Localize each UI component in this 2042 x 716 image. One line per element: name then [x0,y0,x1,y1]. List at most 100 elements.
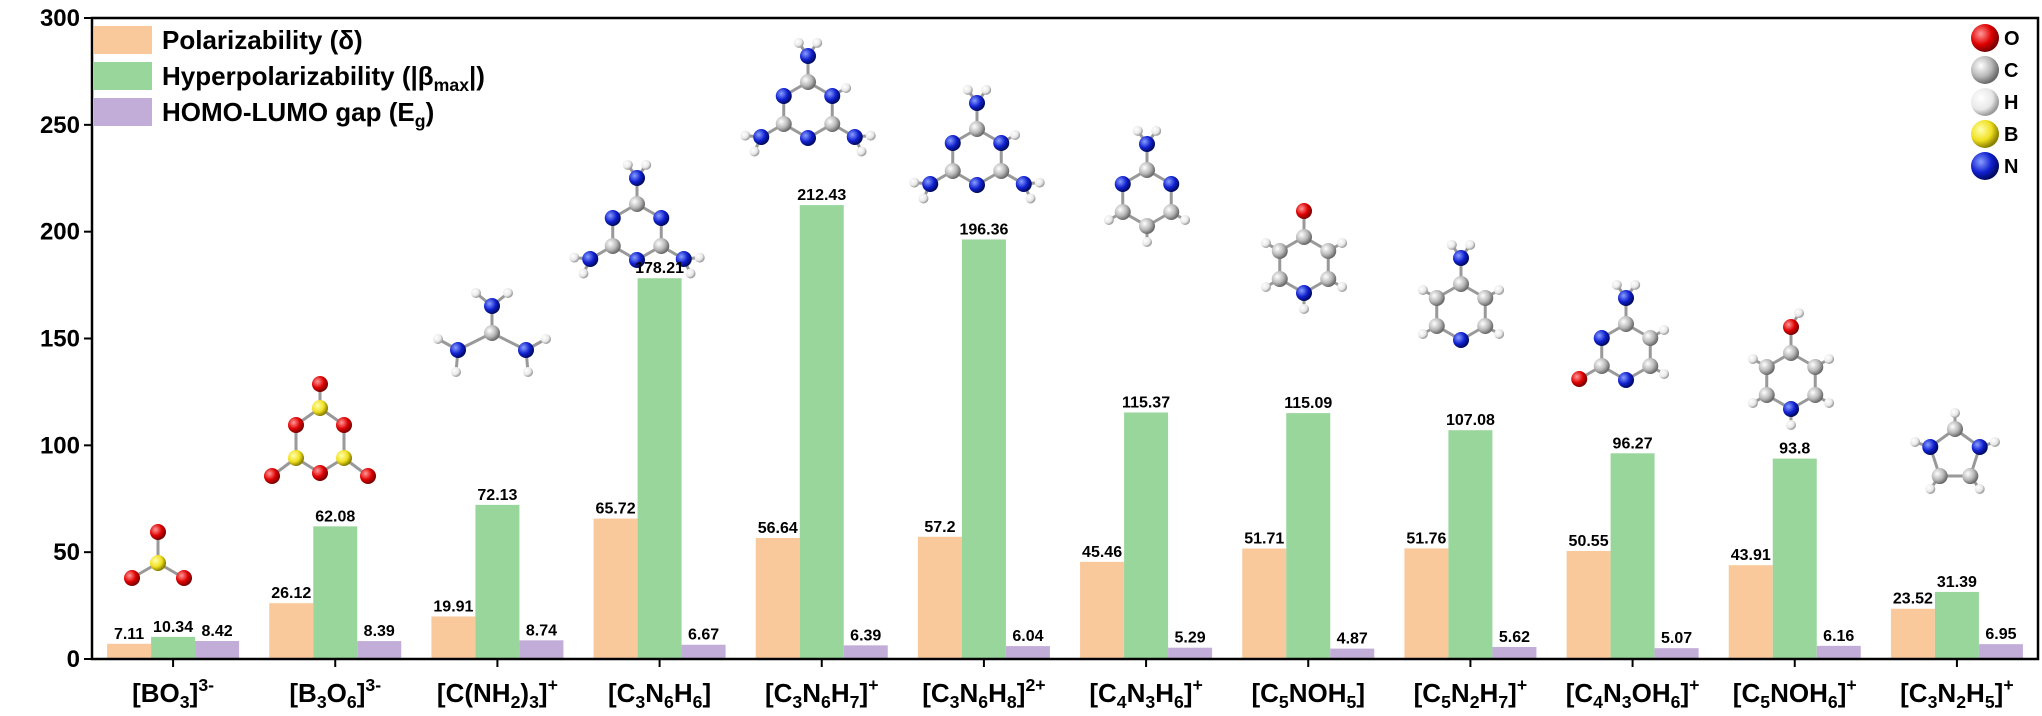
y-tick-label: 150 [40,326,80,353]
atom [1659,369,1670,379]
atom [523,367,533,377]
atom [1824,398,1835,408]
BO3-molecule-icon [124,524,192,586]
x-category-label-part: 5 [1985,692,1995,712]
bar-polarizability [1890,608,1935,659]
atom [1180,215,1191,225]
bar-gap [1330,648,1375,659]
atom [1642,330,1659,346]
melamine-molecule-icon [569,159,705,279]
atom [1296,285,1312,301]
x-category-label-part: 2 [1470,692,1480,712]
x-category-label-part: H [831,678,850,708]
data-label-hyperpolarizability: 212.43 [797,187,846,204]
x-category-label-part: 3- [198,675,214,695]
atom [1453,250,1469,266]
x-category-label-part: 3 [1928,692,1938,712]
carbon-atom-icon [1971,56,1999,84]
data-label-polarizability: 26.12 [271,585,311,602]
atom [578,268,589,279]
x-category-label: [C3N6H6] [608,678,711,712]
atom [1794,308,1804,319]
bar-polarizability [917,536,962,659]
bar-polarizability [1728,565,1773,659]
atom [944,135,961,151]
x-category-label-part: 3 [1622,692,1632,712]
x-category-label-part: + [1689,675,1699,695]
x-category-label-part: + [2003,675,2013,695]
x-category-label-part: 6 [821,692,831,712]
legend-label-hyperpolarizability-part: max [434,75,470,95]
data-label-polarizability: 65.72 [596,501,636,518]
atom [1494,329,1505,339]
x-category-label-part: O [327,678,347,708]
atom [1296,203,1312,219]
atom [451,367,461,377]
bar-hyperpolarizability [475,504,520,659]
bar-polarizability [269,603,314,659]
x-category-label-part: ] [357,678,366,708]
atom [944,163,961,179]
atom [629,196,645,212]
atom [312,376,328,392]
x-category-label: [C4N3OH6]+ [1566,675,1700,712]
atom [1922,438,1939,455]
atom [1962,468,1979,485]
legend-label-hyperpolarizability-part: Hyperpolarizability (|β [162,61,434,91]
bar-hyperpolarizability [1124,412,1169,659]
data-label-hyperpolarizability: 62.08 [315,508,355,525]
atom [1271,271,1288,287]
y-tick-label: 0 [67,646,80,673]
atom [1494,285,1505,295]
atom [740,130,751,141]
legend-label-polarizability: Polarizability (δ) [162,25,363,55]
atom [969,121,985,137]
x-category-label-part: ) [520,678,529,708]
atom [993,163,1010,179]
data-label-gap: 6.16 [1823,628,1854,645]
bar-polarizability [593,518,638,659]
x-category-label-part: [C [1089,678,1117,708]
legend-swatch-polarizability [94,26,152,54]
bar-gap [1978,644,2023,659]
aminopyridinium-molecule-icon [1417,239,1505,348]
atom [775,116,792,132]
bar-polarizability [1566,550,1611,659]
atom [981,84,992,95]
x-category-label-part: N [960,678,979,708]
data-label-polarizability: 51.71 [1244,531,1284,548]
atom [1453,276,1469,292]
atom [641,159,652,170]
data-label-gap: 5.07 [1661,630,1692,647]
bar-gap [519,640,564,659]
bar-polarizability [755,537,800,659]
x-category-label-part: + [868,675,878,695]
atom [993,135,1010,151]
x-category-label-part: H [1966,678,1985,708]
atom [675,251,692,267]
atom [1163,204,1180,220]
atom [1151,125,1162,136]
atom [1025,193,1036,204]
bar-polarizability [107,643,152,659]
atom [846,129,863,145]
atom [1428,318,1445,334]
atom [124,570,140,586]
atom [653,210,670,226]
atom [1477,318,1494,334]
guanidinium-molecule-icon [433,288,551,377]
y-axis-ticks: 0 50 100 150 200 250 300 [40,5,92,673]
data-label-polarizability: 50.55 [1569,533,1609,550]
x-category-label-part: + [548,675,558,695]
x-category-label: [B3O6]3- [289,675,381,712]
data-label-hyperpolarizability: 93.8 [1779,441,1810,458]
atom [1593,358,1610,374]
x-category-label-part: ] [1356,678,1365,708]
x-category-label-part: 3 [317,692,327,712]
atom [1132,125,1143,136]
element-symbol: B [2004,124,2018,146]
x-category-label-part: 5 [1760,692,1770,712]
atom [503,288,513,298]
atom [969,95,985,111]
